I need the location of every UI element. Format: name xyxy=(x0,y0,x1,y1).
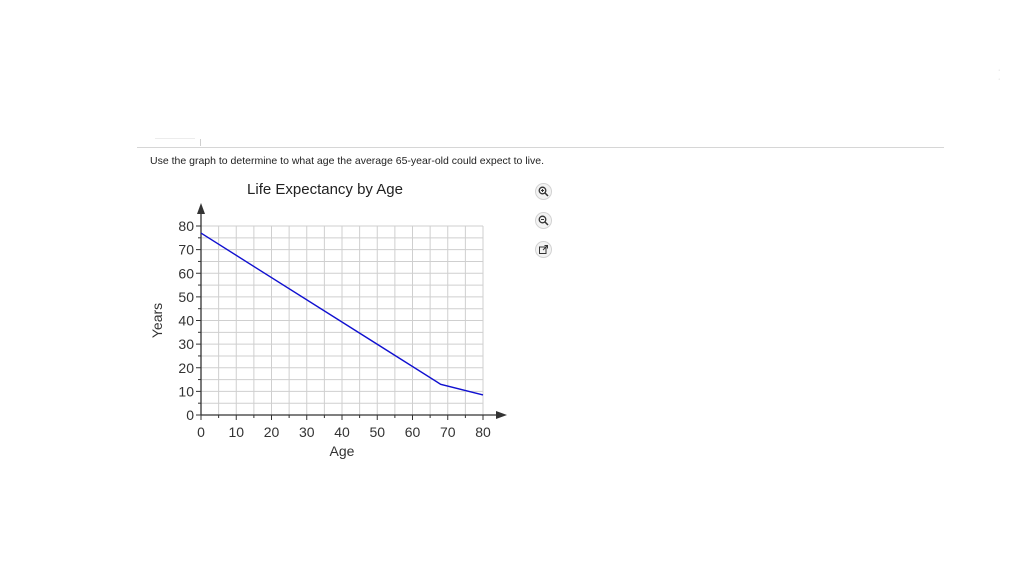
y-tick-label: 50 xyxy=(178,289,194,305)
grid-lines xyxy=(200,225,484,416)
external-link-icon xyxy=(539,245,548,254)
x-tick-label: 60 xyxy=(405,424,421,440)
y-tick-label: 0 xyxy=(186,407,194,423)
series-line xyxy=(200,232,484,396)
x-tick-label: 80 xyxy=(475,424,491,440)
x-tick-label: 30 xyxy=(299,424,315,440)
x-tick-label: 70 xyxy=(440,424,456,440)
x-tick-label: 40 xyxy=(334,424,350,440)
zoom-out-icon xyxy=(538,215,549,226)
x-tick-label: 50 xyxy=(369,424,385,440)
y-tick-label: 30 xyxy=(178,336,194,352)
x-axis-label: Age xyxy=(330,443,355,459)
zoom-out-button[interactable] xyxy=(535,212,552,229)
y-tick-label: 70 xyxy=(178,242,194,258)
y-tick-label: 60 xyxy=(178,265,194,281)
x-tick-label: 20 xyxy=(264,424,280,440)
y-tick-label: 80 xyxy=(178,218,194,234)
y-axis-label: Years xyxy=(149,303,165,338)
popout-button[interactable] xyxy=(535,241,552,258)
faint-rule xyxy=(155,138,195,139)
chart-title: Life Expectancy by Age xyxy=(247,181,403,198)
y-tick-label: 20 xyxy=(178,360,194,376)
y-axis-arrow xyxy=(197,203,205,214)
edge-marks: · · xyxy=(998,67,1001,83)
question-text: Use the graph to determine to what age t… xyxy=(150,155,544,167)
y-tick-label: 40 xyxy=(178,313,194,329)
y-tick-label: 10 xyxy=(178,383,194,399)
x-tick-label: 0 xyxy=(197,424,205,440)
header-tick xyxy=(200,139,201,146)
zoom-in-icon xyxy=(538,186,549,197)
x-tick-label: 10 xyxy=(228,424,244,440)
header-divider xyxy=(137,147,944,148)
zoom-in-button[interactable] xyxy=(535,183,552,200)
x-axis-arrow xyxy=(496,411,507,419)
